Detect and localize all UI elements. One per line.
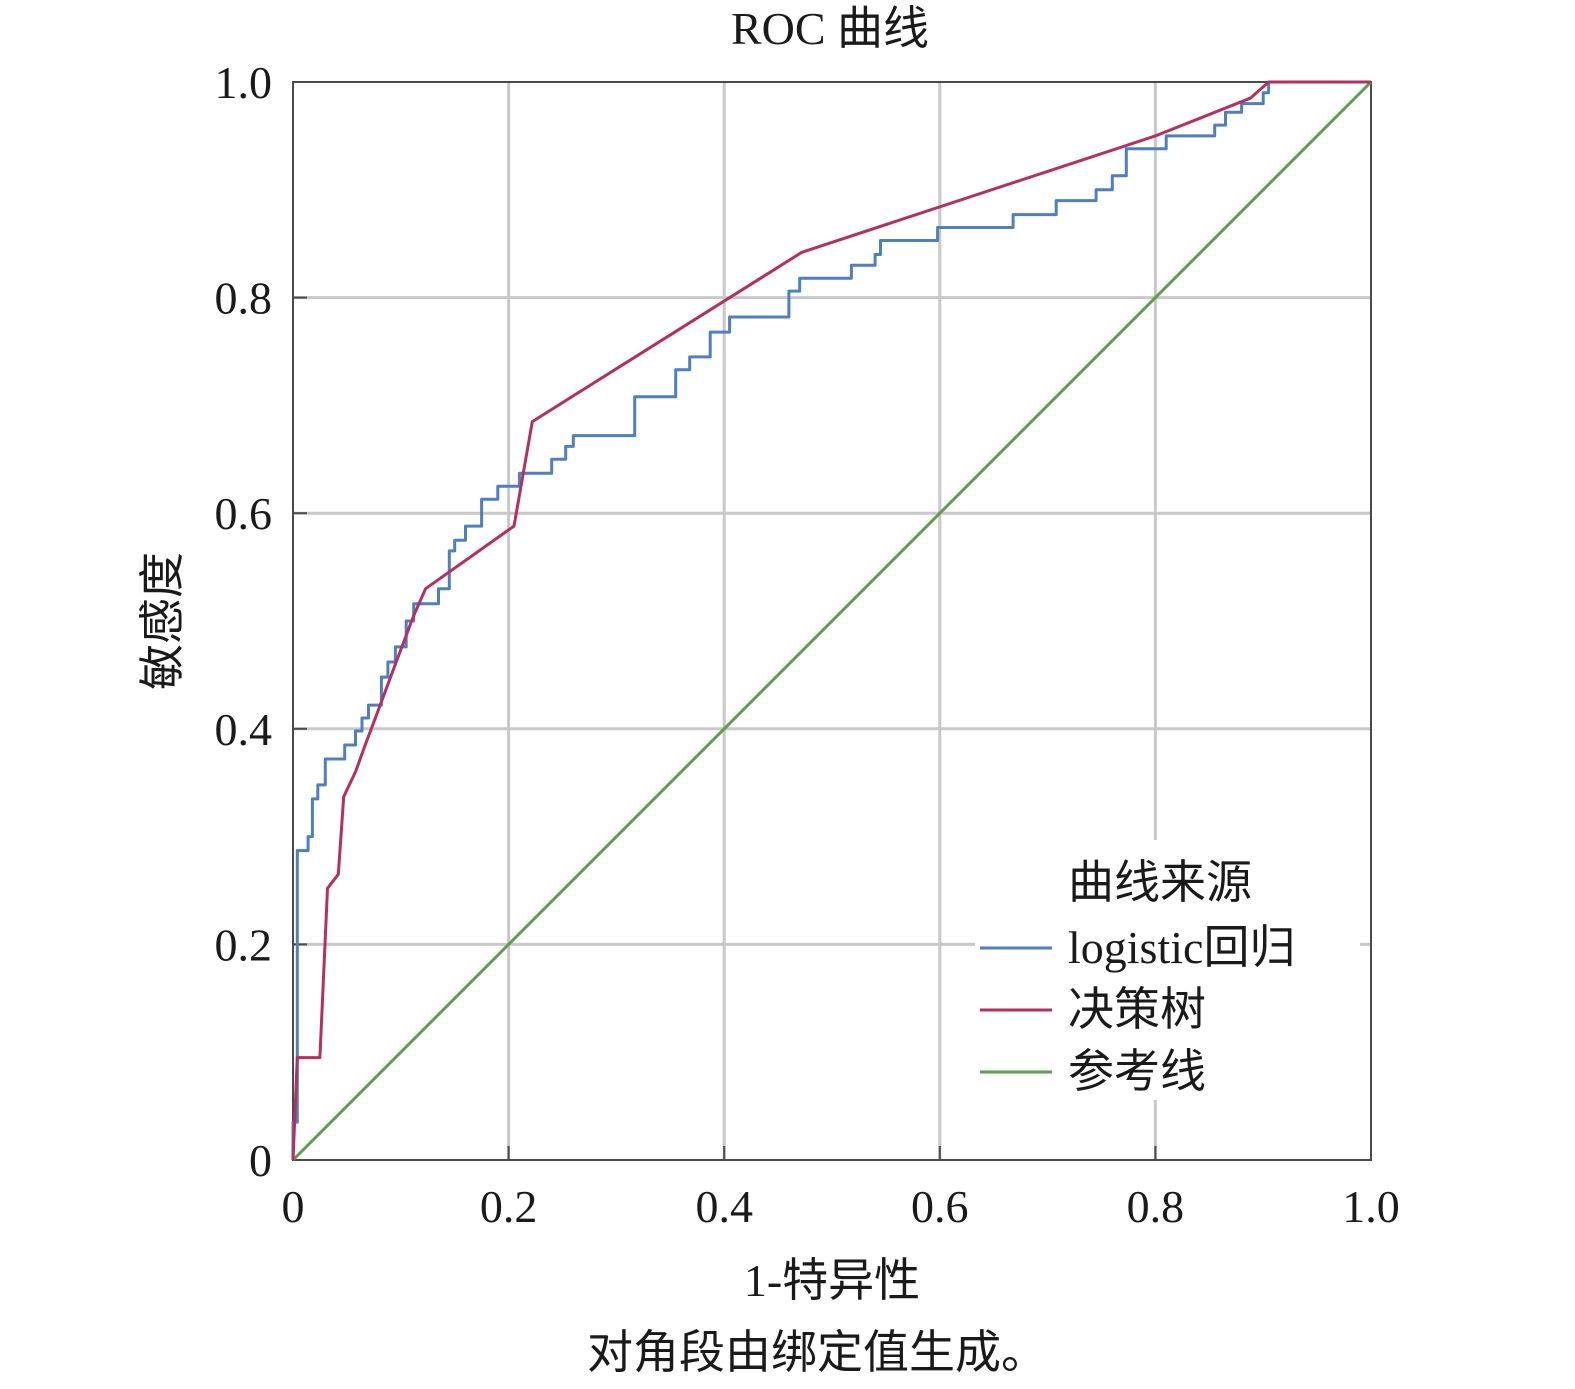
x-tick-label: 1.0: [1342, 1181, 1400, 1232]
legend-label-logistic: logistic回归: [1068, 922, 1295, 973]
y-tick-label: 0.8: [215, 273, 273, 324]
legend-label-reference: 参考线: [1068, 1046, 1206, 1097]
x-tick-label: 0.6: [911, 1181, 969, 1232]
y-tick-label: 0.4: [215, 704, 273, 755]
x-axis-ticks: 0 0.2 0.4 0.6 0.8 1.0: [282, 1146, 1400, 1232]
plot-frame: [292, 81, 1372, 1161]
legend-title: 曲线来源: [1068, 857, 1252, 908]
x-axis-label: 1-特异性: [744, 1255, 920, 1306]
series-line-decision-tree: [291, 80, 1371, 1161]
x-tick-label: 0: [282, 1181, 305, 1232]
x-tick-label: 0.2: [480, 1181, 538, 1232]
chart-title: ROC 曲线: [731, 3, 929, 54]
grid: [293, 82, 1371, 1160]
y-axis-ticks: 0 0.2 0.4 0.6 0.8 1.0: [215, 57, 307, 1186]
legend-label-decision-tree: 决策树: [1068, 984, 1206, 1035]
x-tick-label: 0.8: [1127, 1181, 1185, 1232]
x-tick-label: 0.4: [695, 1181, 753, 1232]
legend-box: [975, 840, 1360, 1100]
y-tick-label: 0.2: [215, 919, 273, 970]
y-tick-label: 0: [249, 1135, 272, 1186]
y-tick-label: 1.0: [215, 57, 273, 108]
y-tick-label: 0.6: [215, 488, 273, 539]
series-line-reference: [291, 80, 1373, 1162]
footnote: 对角段由绑定值生成。: [587, 1327, 1047, 1378]
series-line-logistic: [291, 80, 1371, 1160]
series-layer: [291, 80, 1373, 1162]
y-axis-label: 敏感度: [137, 552, 188, 690]
